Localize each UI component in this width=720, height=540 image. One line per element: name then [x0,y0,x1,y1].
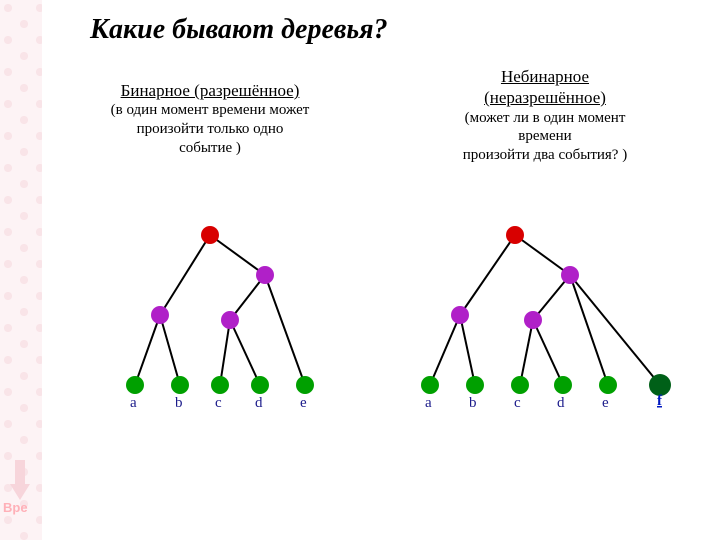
tree-node-n2 [561,266,579,284]
tree-node-c [211,376,229,394]
leaf-label-b: b [469,395,477,411]
tree-node-b [171,376,189,394]
leaf-label-c: c [514,395,521,411]
tree-node-a [126,376,144,394]
tree-edge [520,320,533,385]
leaf-label-b: b [175,395,183,411]
left-column: Бинарное (разрешённое) (в один момент вр… [70,80,350,158]
left-sub-3: событие ) [70,139,350,158]
tree-edge [515,235,570,275]
tree-node-c [511,376,529,394]
tree-node-e [296,376,314,394]
tree-edge [265,275,305,385]
side-pattern [0,0,42,540]
tree-edge [533,320,563,385]
tree-node-b [466,376,484,394]
tree-edge [230,320,260,385]
left-heading: Бинарное (разрешённое) [70,80,350,101]
binary-tree-svg: a b c d e [110,225,340,415]
right-column: Небинарное (неразрешённое) (может ли в о… [400,66,690,165]
tree-edge [135,315,160,385]
tree-edge [210,235,265,275]
right-heading-2: (неразрешённое) [400,87,690,108]
left-sub-1: (в один момент времени может [70,101,350,120]
tree-node-n2 [256,266,274,284]
leaf-label-c: c [215,395,222,411]
time-label: Вре [3,500,28,515]
tree-edge [570,275,660,385]
right-sub-2: времени [400,127,690,146]
tree-edge [460,315,475,385]
tree-node-n1 [151,306,169,324]
title-text: Какие бывают деревья? [90,14,388,45]
time-arrow-icon [10,460,30,505]
tree-edge [570,275,608,385]
tree-node-d [554,376,572,394]
tree-edge [220,320,230,385]
tree-edge [160,315,180,385]
tree-node-root [506,226,524,244]
tree-node-e [599,376,617,394]
tree-node-d [251,376,269,394]
tree-edge [460,235,515,315]
right-sub-3: произойти два события? ) [400,146,690,165]
binary-tree: a b c d e [110,225,340,420]
leaf-label-e: e [602,395,609,411]
tree-node-n3 [524,311,542,329]
leaf-label-a: a [425,395,432,411]
page-title: Какие бывают деревья? [90,14,388,46]
right-sub-1: (может ли в один момент [400,109,690,128]
tree-edge [160,235,210,315]
nonbinary-tree-svg: abcdef [405,225,705,415]
nonbinary-tree: abcdef [405,225,705,420]
leaf-label-d: d [557,395,565,411]
tree-node-n3 [221,311,239,329]
left-sub-2: произойти только одно [70,120,350,139]
arrow-down-shape [10,460,30,500]
tree-node-a [421,376,439,394]
arrow-down-icon [10,460,30,500]
leaf-label-e: e [300,395,307,411]
tree-node-n1 [451,306,469,324]
right-heading-1: Небинарное [400,66,690,87]
leaf-label-a: a [130,395,137,411]
tree-edge [430,315,460,385]
leaf-label-d: d [255,395,263,411]
tree-node-root [201,226,219,244]
